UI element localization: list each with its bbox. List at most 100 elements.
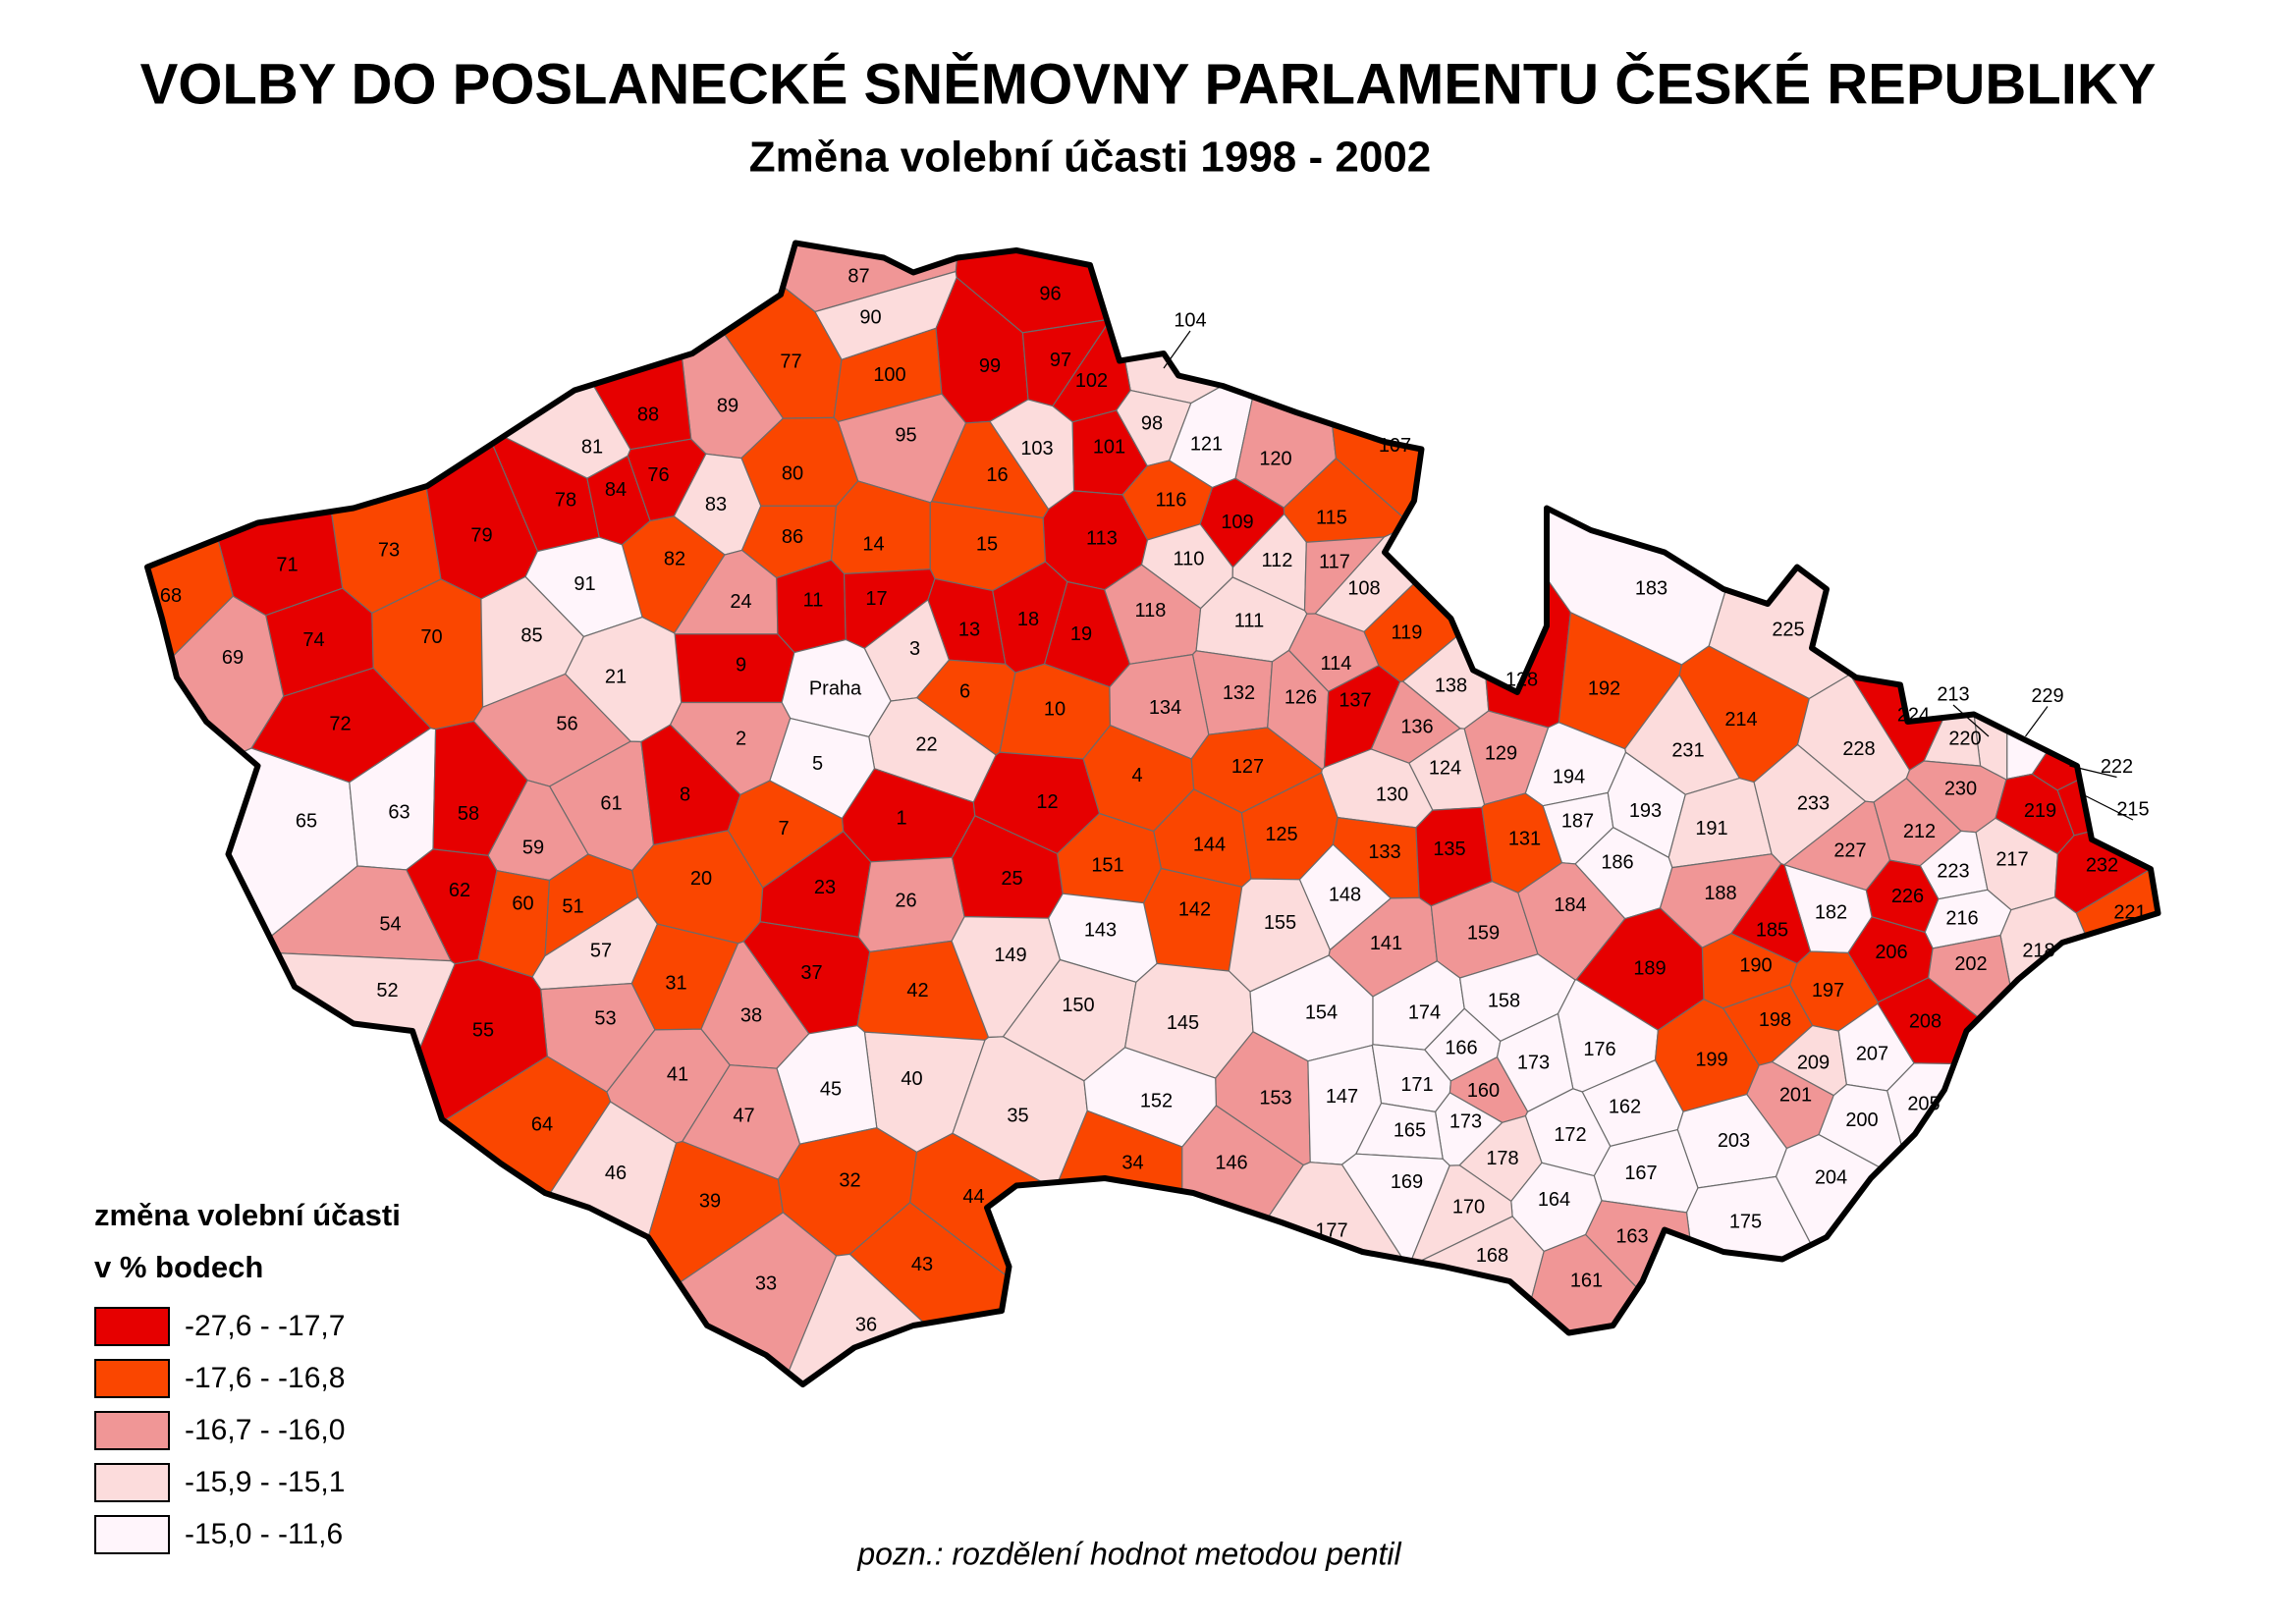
district-label: 83: [705, 494, 727, 515]
district-label: 84: [605, 479, 627, 501]
district-label: 13: [958, 619, 980, 640]
district-label: 70: [420, 626, 442, 648]
map-title: VOLBY DO POSLANECKÉ SNĚMOVNY PARLAMENTU …: [140, 52, 2157, 116]
district-label: 89: [717, 395, 738, 416]
district-label: 154: [1305, 1001, 1338, 1023]
district-label: 10: [1044, 698, 1066, 720]
district-label: 147: [1326, 1086, 1358, 1108]
district-label: 177: [1315, 1219, 1347, 1241]
district-label: 129: [1485, 742, 1517, 764]
district-label: 22: [915, 733, 937, 755]
district-label: 127: [1231, 756, 1264, 778]
district: [1685, 1175, 2009, 1384]
district-label: 178: [1486, 1148, 1518, 1169]
district-label: 98: [1141, 412, 1163, 434]
district-label: 171: [1400, 1074, 1433, 1096]
district-label: 131: [1508, 828, 1541, 849]
legend-label: -16,7 - -16,0: [185, 1414, 345, 1446]
district-label: 111: [1234, 610, 1264, 631]
district: [2053, 779, 2159, 914]
district-label: 69: [222, 647, 244, 669]
district-label: 152: [1140, 1090, 1173, 1111]
district-label: 216: [1945, 907, 1978, 929]
district-label: 21: [605, 666, 627, 687]
district-label: 172: [1554, 1124, 1586, 1146]
district-label: 193: [1629, 800, 1662, 822]
district-label: 158: [1488, 990, 1520, 1011]
district-label: 201: [1779, 1084, 1812, 1106]
district-label: 217: [1995, 848, 2028, 870]
district-label: 117: [1319, 551, 1350, 572]
district-label: 212: [1903, 821, 1936, 842]
district-label: 145: [1167, 1012, 1199, 1034]
district-label: 209: [1797, 1052, 1830, 1073]
district-label: 199: [1695, 1049, 1727, 1070]
district-label: 77: [780, 351, 801, 372]
district-label: 8: [680, 784, 690, 805]
district-label: 55: [472, 1019, 494, 1041]
district-label: 101: [1093, 436, 1125, 458]
district-label: 132: [1223, 682, 1255, 704]
legend-swatch: [94, 1515, 170, 1554]
district-label: 168: [1476, 1245, 1508, 1267]
district-label: 128: [1505, 669, 1538, 690]
district-label: 200: [1845, 1110, 1878, 1131]
district-label: 170: [1452, 1196, 1485, 1218]
district-label: 25: [1001, 868, 1022, 890]
district-label: 71: [276, 554, 298, 575]
district: [2006, 243, 2159, 781]
district: [1444, 1233, 1805, 1384]
district-label: 23: [814, 877, 836, 898]
district-label: 58: [458, 803, 479, 825]
district-label: 96: [1039, 283, 1061, 304]
district-label: 221: [2113, 901, 2146, 923]
district-label: 135: [1433, 839, 1465, 860]
district-label: 229: [2031, 685, 2063, 707]
district-label: 41: [667, 1063, 688, 1085]
district-label: 169: [1391, 1171, 1423, 1193]
district-label: 32: [839, 1169, 860, 1191]
district-label: 11: [803, 589, 824, 611]
district-label: 72: [329, 713, 351, 734]
district-label: 176: [1583, 1039, 1615, 1060]
district-label: 53: [594, 1007, 616, 1029]
district-label: 130: [1376, 784, 1408, 805]
district-label: 6: [959, 680, 970, 702]
district-label: 17: [865, 588, 887, 610]
district-label: 107: [1379, 435, 1411, 457]
district-label: 14: [862, 533, 884, 555]
district-label: 39: [699, 1190, 721, 1212]
district-label: 224: [1897, 704, 1930, 726]
district-label: 143: [1084, 919, 1117, 941]
district-label: 18: [1017, 609, 1039, 630]
leader-line: [1952, 704, 1990, 737]
legend-label: -15,0 - -11,6: [185, 1518, 343, 1550]
district-label: 223: [1937, 860, 1969, 882]
leader-line: [2084, 794, 2134, 821]
district-label: 125: [1265, 824, 1297, 845]
district-label: 187: [1561, 810, 1594, 832]
district-label: 126: [1285, 686, 1317, 708]
district-label: 225: [1772, 619, 1804, 640]
note: pozn.: rozdělení hodnot metodou pentil: [856, 1536, 1401, 1571]
district-label: 90: [859, 306, 881, 328]
district-label: 37: [800, 962, 822, 984]
district-label: 141: [1370, 933, 1402, 954]
district-label: 208: [1909, 1010, 1941, 1032]
district-label: 33: [755, 1272, 777, 1294]
district-label: 146: [1215, 1152, 1247, 1173]
district-label: 197: [1812, 980, 1844, 1001]
district-label: 59: [522, 837, 544, 858]
district-label: 205: [1907, 1093, 1940, 1114]
district-label: 138: [1435, 675, 1467, 696]
district-label: 136: [1400, 716, 1433, 737]
district-label: 165: [1394, 1119, 1426, 1141]
district-label: 153: [1259, 1087, 1291, 1109]
district-label: 186: [1601, 851, 1633, 873]
district-label: 174: [1408, 1001, 1441, 1023]
country-border: [144, 240, 2161, 1387]
district-label: 2: [736, 728, 746, 749]
district-label: 43: [911, 1254, 933, 1275]
district-label: 44: [962, 1186, 984, 1208]
